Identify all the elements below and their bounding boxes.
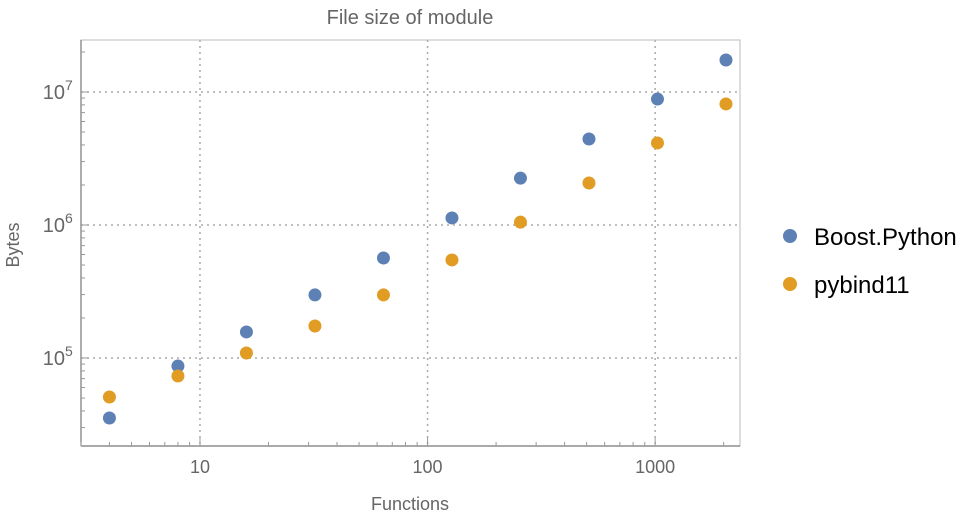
data-point-pybind11 bbox=[719, 97, 733, 111]
legend-label: Boost.Python bbox=[814, 224, 957, 251]
x-tick-label: 100 bbox=[413, 457, 443, 477]
y-tick-label: 107 bbox=[43, 77, 73, 104]
chart-title: File size of module bbox=[327, 7, 494, 29]
data-point-boost-python bbox=[308, 288, 322, 302]
data-point-pybind11 bbox=[376, 288, 390, 302]
legend-marker bbox=[783, 229, 797, 243]
data-point-pybind11 bbox=[239, 346, 253, 360]
data-point-pybind11 bbox=[582, 176, 596, 190]
y-tick-label: 105 bbox=[43, 343, 73, 370]
y-axis-label: Bytes bbox=[3, 222, 23, 267]
data-point-boost-python bbox=[239, 325, 253, 339]
data-point-pybind11 bbox=[445, 253, 459, 267]
data-point-pybind11 bbox=[171, 369, 185, 383]
data-point-pybind11 bbox=[513, 215, 527, 229]
data-point-boost-python bbox=[582, 132, 596, 146]
legend-marker bbox=[783, 277, 797, 291]
data-point-boost-python bbox=[376, 251, 390, 265]
data-point-boost-python bbox=[650, 92, 664, 106]
x-axis-label: Functions bbox=[371, 494, 449, 513]
data-point-pybind11 bbox=[102, 390, 116, 404]
data-point-boost-python bbox=[445, 211, 459, 225]
y-tick-label: 106 bbox=[43, 210, 73, 237]
plot-frame bbox=[80, 39, 741, 447]
data-point-boost-python bbox=[719, 53, 733, 67]
data-point-pybind11 bbox=[308, 319, 322, 333]
x-tick-label: 1000 bbox=[635, 457, 675, 477]
legend-label: pybind11 bbox=[814, 272, 910, 299]
data-point-pybind11 bbox=[650, 136, 664, 150]
data-point-boost-python bbox=[171, 359, 185, 373]
data-point-boost-python bbox=[102, 411, 116, 425]
x-tick-label: 10 bbox=[190, 457, 210, 477]
data-point-boost-python bbox=[513, 171, 527, 185]
